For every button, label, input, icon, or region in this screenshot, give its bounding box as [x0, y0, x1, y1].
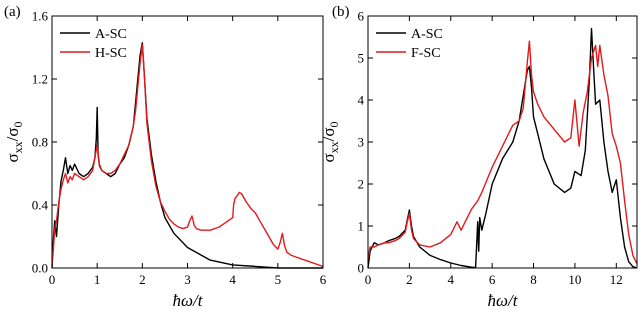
plot-frame: [51, 15, 324, 269]
x-tick-label: 0: [365, 272, 372, 287]
y-tick-label: 6: [358, 9, 365, 24]
x-tick-label: 0: [49, 272, 56, 287]
series-line-a-sc: [51, 42, 323, 269]
x-tick-label: 2: [406, 272, 413, 287]
y-tick-label: 4: [358, 93, 365, 108]
panel-label: (b): [332, 4, 350, 20]
y-tick-label: 1.2: [32, 72, 48, 87]
x-axis-title: ħω/t: [173, 291, 204, 310]
series-line-h-sc: [51, 43, 324, 268]
x-tick-label: 6: [489, 272, 496, 287]
x-tick-label: 4: [448, 272, 455, 287]
y-tick-label: 5: [358, 51, 365, 66]
legend-label-h-sc: H-SC: [95, 46, 127, 61]
x-tick-label: 5: [275, 272, 282, 287]
series-line-f-sc: [367, 40, 638, 265]
legend-label-a-sc: A-SC: [95, 27, 127, 42]
x-tick-label: 12: [610, 272, 623, 287]
x-tick-label: 10: [568, 272, 581, 287]
x-axis-title: ħω/t: [488, 291, 519, 310]
x-tick-label: 8: [530, 272, 537, 287]
series-line-a-sc: [367, 27, 638, 269]
y-tick-label: 1: [358, 219, 365, 234]
y-tick-label: 0.8: [32, 135, 48, 150]
legend-label-f-sc: F-SC: [411, 46, 441, 61]
y-axis-title: σxx/σ0: [319, 121, 341, 162]
x-tick-label: 2: [139, 272, 146, 287]
legend-label-a-sc: A-SC: [411, 27, 443, 42]
panel-label: (a): [4, 4, 21, 20]
x-tick-label: 1: [94, 272, 101, 287]
y-tick-label: 0.4: [32, 198, 49, 213]
y-tick-label: 2: [358, 177, 365, 192]
y-tick-label: 3: [358, 135, 365, 150]
x-tick-label: 3: [184, 272, 191, 287]
panel-a: 0 1 2 3 4 5 6 0.0 0.4 0.8 1.2 1.6 (a) A-SC H-SC ħω/t σxx…: [3, 4, 327, 310]
y-tick-label: 0.0: [32, 261, 48, 276]
x-tick-label: 6: [320, 272, 327, 287]
y-tick-label: 1.6: [32, 9, 49, 24]
y-tick-label: 0: [358, 261, 365, 276]
x-tick-label: 4: [229, 272, 236, 287]
y-axis-title: σxx/σ0: [3, 121, 25, 162]
